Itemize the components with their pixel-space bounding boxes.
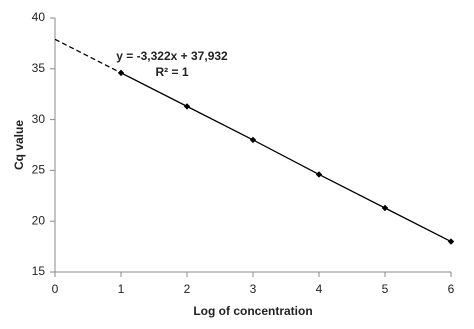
x-tick-label: 1	[118, 282, 125, 296]
y-tick-label: 15	[32, 264, 46, 278]
x-tick-label: 3	[250, 282, 257, 296]
trend-line	[120, 72, 452, 243]
y-tick-label: 35	[32, 61, 46, 75]
x-tick-label: 6	[448, 282, 455, 296]
r-squared: R² = 1	[155, 65, 188, 79]
y-axis-label: Cq value	[12, 120, 26, 170]
data-point	[315, 171, 323, 178]
equation: y = -3,322x + 37,932	[116, 49, 228, 63]
y-tick-label: 20	[32, 213, 46, 227]
extrapolation-line	[54, 38, 122, 74]
y-tick-label: 40	[32, 10, 46, 24]
data-point	[183, 103, 191, 110]
x-tick-label: 0	[52, 282, 59, 296]
y-tick-label: 30	[32, 112, 46, 126]
x-tick-label: 5	[382, 282, 389, 296]
y-tick-label: 25	[32, 163, 46, 177]
data-point	[117, 69, 125, 77]
x-axis-label: Log of concentration	[193, 304, 312, 318]
data-point	[381, 204, 389, 212]
data-point	[249, 136, 257, 144]
x-tick-label: 4	[316, 282, 323, 296]
x-tick-label: 2	[184, 282, 191, 296]
data-point	[447, 238, 455, 245]
